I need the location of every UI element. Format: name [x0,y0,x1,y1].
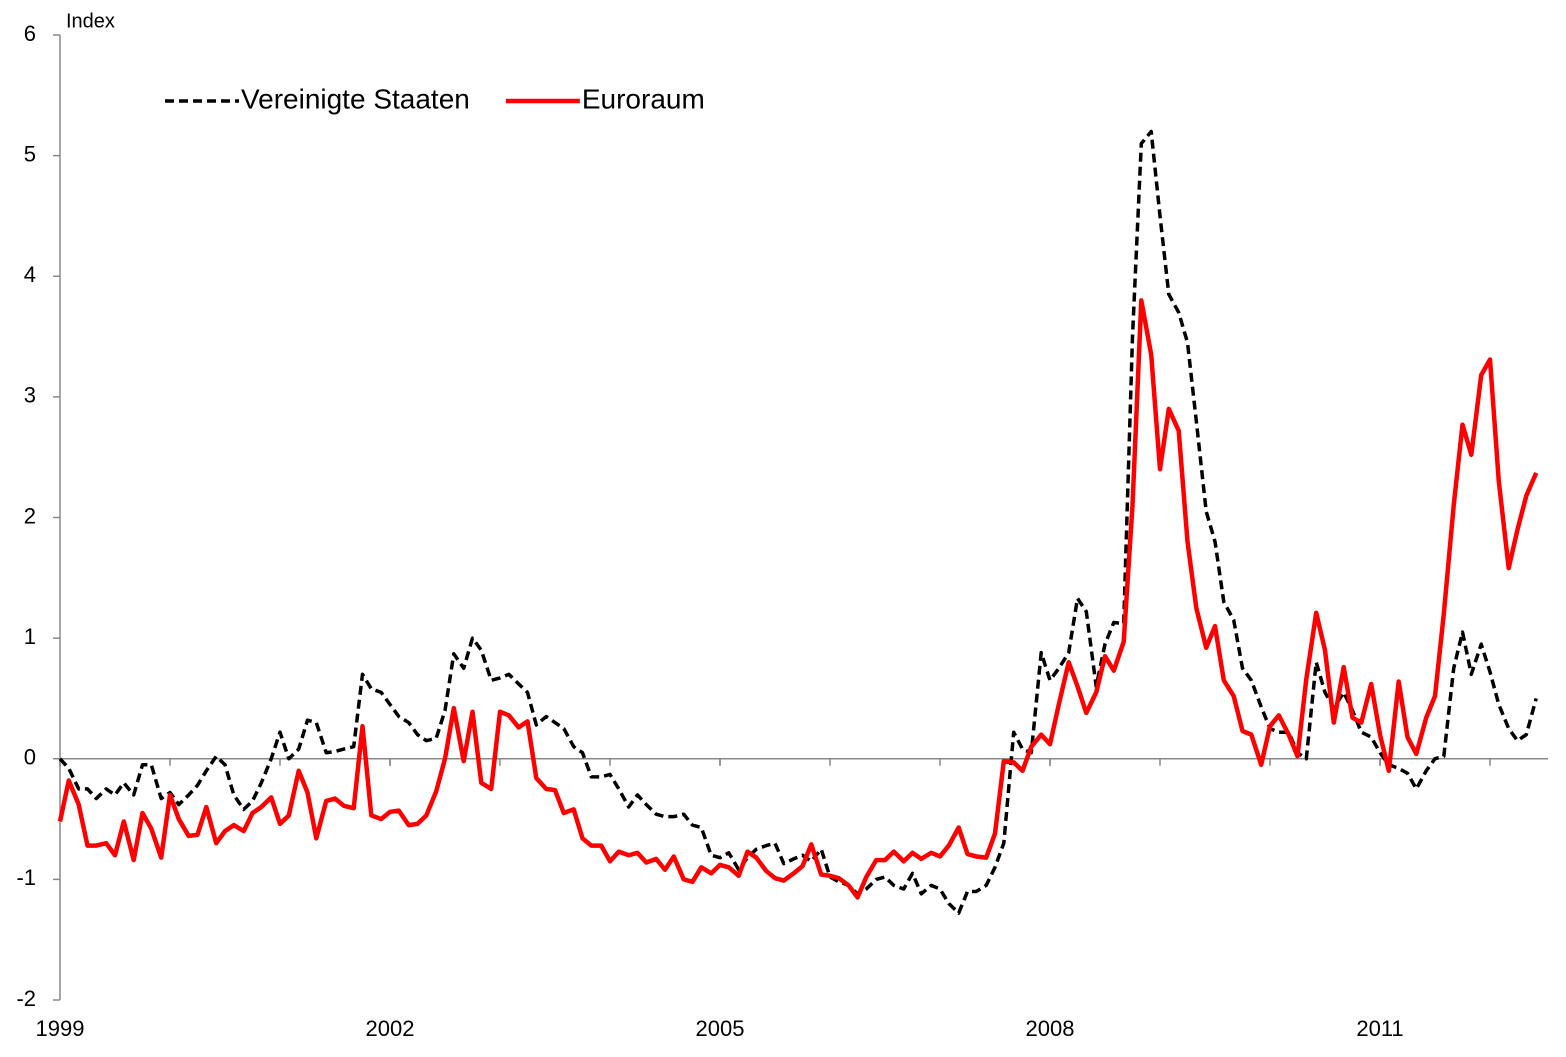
legend-label: Euroraum [582,83,705,114]
x-tick-label: 1999 [36,1016,85,1041]
y-tick-label: 2 [24,503,36,528]
y-axis-label: Index [66,10,115,32]
series-line [57,298,1539,900]
legend-label: Vereinigte Staaten [241,83,470,114]
y-tick-label: -2 [16,986,36,1011]
series-line [58,129,1538,915]
x-tick-label: 2002 [366,1016,415,1041]
y-tick-label: 3 [24,383,36,408]
x-tick-label: 2008 [1026,1016,1075,1041]
x-tick-label: 2011 [1356,1016,1403,1041]
y-tick-label: 0 [24,745,36,770]
y-tick-label: 4 [24,262,36,287]
y-tick-label: -1 [16,865,36,890]
y-tick-label: 6 [24,21,36,46]
x-tick-label: 2005 [696,1016,745,1041]
y-tick-label: 1 [24,624,36,649]
y-tick-label: 5 [24,141,36,166]
